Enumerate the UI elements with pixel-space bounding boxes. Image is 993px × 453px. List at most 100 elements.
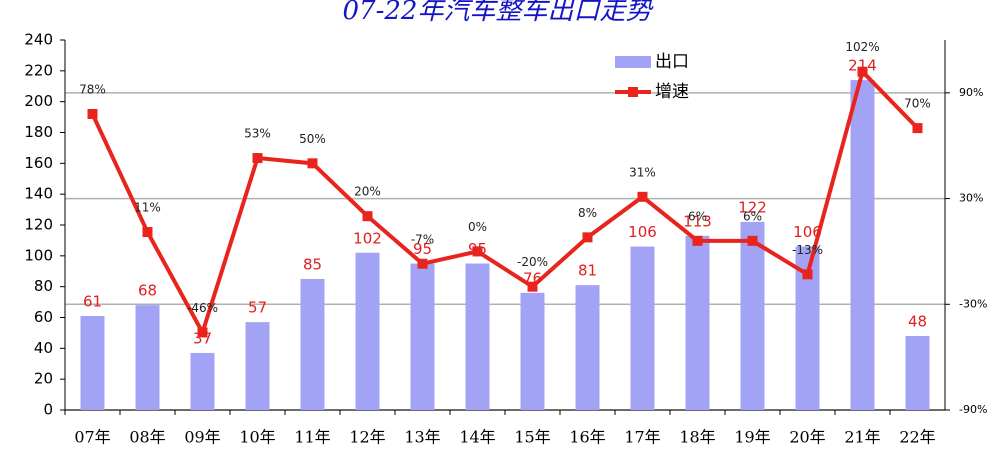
line-marker (857, 66, 868, 77)
y-tick-label: 100 (24, 246, 53, 264)
data-label: 48 (908, 313, 927, 331)
data-label: 57 (248, 299, 267, 317)
data-label: 78% (79, 83, 106, 97)
y2-tick-label: -90% (959, 403, 987, 416)
data-label: 8% (578, 206, 597, 220)
x-tick-label: 07年 (74, 428, 110, 447)
line-marker (582, 232, 593, 243)
data-label: 95 (413, 240, 432, 258)
x-tick-label: 19年 (734, 428, 770, 447)
data-label: 6% (688, 209, 707, 223)
data-label: -13% (792, 243, 823, 257)
x-tick-label: 17年 (624, 428, 660, 447)
data-label: -20% (517, 255, 548, 269)
data-label: 31% (629, 165, 656, 179)
line-marker (362, 211, 373, 222)
bar (355, 252, 380, 410)
data-label: 53% (244, 127, 271, 141)
line-marker (307, 158, 318, 169)
x-tick-label: 21年 (844, 428, 880, 447)
legend-swatch (615, 56, 651, 68)
data-label: 70% (904, 97, 931, 111)
data-label: 50% (299, 132, 326, 146)
chart-title: 07-22年汽车整车出口走势 (343, 0, 655, 26)
x-tick-label: 09年 (184, 428, 220, 447)
line-marker (802, 269, 813, 280)
data-label: 76 (523, 269, 542, 287)
line-marker (87, 109, 98, 119)
data-label: 106 (628, 223, 657, 241)
line-marker (912, 123, 923, 134)
bar (190, 352, 215, 410)
x-tick-label: 15年 (514, 428, 550, 447)
y-tick-label: 120 (24, 216, 53, 234)
line-marker (747, 235, 758, 246)
bar (850, 80, 875, 410)
data-label: 113 (683, 212, 712, 230)
line-marker (527, 281, 538, 292)
y-tick-label: 40 (34, 339, 53, 357)
data-label: -7% (411, 232, 434, 246)
data-label: 122 (738, 198, 767, 216)
bar (465, 263, 490, 410)
data-label: -46% (187, 301, 218, 315)
y2-tick-label: -30% (959, 297, 987, 310)
x-tick-label: 11年 (294, 428, 330, 447)
bar (410, 263, 435, 410)
x-tick-label: 10年 (239, 428, 275, 447)
data-label: 6% (743, 209, 762, 223)
y-tick-label: 240 (24, 31, 53, 49)
bar (520, 292, 545, 410)
x-tick-label: 08年 (129, 428, 165, 447)
x-tick-label: 13年 (404, 428, 440, 447)
data-label: 102% (845, 40, 879, 54)
y-tick-label: 140 (24, 185, 53, 203)
y-tick-label: 0 (43, 401, 53, 419)
data-label: 85 (303, 255, 322, 273)
line-marker (142, 227, 153, 238)
bar (300, 278, 325, 410)
bar (905, 336, 930, 410)
data-label: 214 (848, 57, 877, 75)
line-marker (692, 235, 703, 246)
x-tick-label: 22年 (899, 428, 935, 447)
bar (685, 235, 710, 410)
y-tick-label: 220 (24, 61, 53, 79)
bar (630, 246, 655, 410)
line (90, 67, 919, 338)
data-label: 61 (83, 292, 102, 310)
bar (80, 315, 105, 410)
y-tick-label: 180 (24, 123, 53, 141)
x-tick-label: 14年 (459, 428, 495, 447)
y2-tick-label: 90% (959, 86, 983, 99)
data-label: 95 (468, 240, 487, 258)
x-tick-label: 20年 (789, 428, 825, 447)
bar (740, 221, 765, 410)
x-tick-label: 18年 (679, 428, 715, 447)
x-tick-label: 12年 (349, 428, 385, 447)
line-marker (197, 327, 208, 338)
x-tick-label: 16年 (569, 428, 605, 447)
bar (575, 285, 600, 410)
data-label: 37 (193, 329, 212, 347)
legend-swatch (628, 87, 638, 97)
line-marker (637, 191, 648, 202)
y-tick-label: 60 (34, 308, 53, 326)
data-label: 81 (578, 262, 597, 280)
y-tick-label: 80 (34, 277, 53, 295)
legend-label: 出口 (655, 52, 689, 72)
y-tick-label: 20 (34, 370, 53, 388)
legend-label: 增速 (655, 82, 689, 102)
data-label: 0% (468, 220, 487, 234)
bar (135, 305, 160, 410)
y-tick-label: 160 (24, 154, 53, 172)
line-marker (472, 246, 483, 257)
y2-tick-label: 30% (959, 192, 983, 205)
data-label: 106 (793, 223, 822, 241)
data-label: 68 (138, 282, 157, 300)
line-marker (252, 153, 263, 164)
bar (245, 322, 270, 410)
y-tick-label: 200 (24, 92, 53, 110)
data-label: 11% (134, 201, 161, 215)
